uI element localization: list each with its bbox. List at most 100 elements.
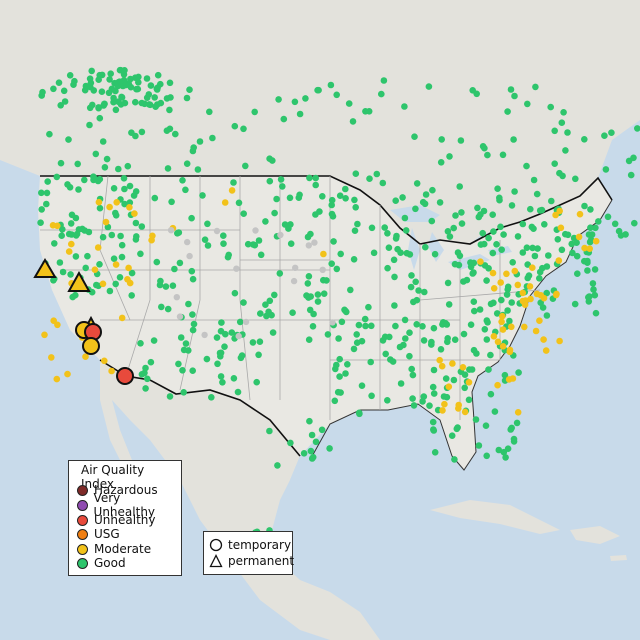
good-monitor-dot[interactable]	[180, 346, 188, 354]
good-monitor-dot[interactable]	[409, 371, 417, 379]
good-monitor-dot[interactable]	[209, 134, 216, 142]
good-monitor-dot[interactable]	[137, 250, 144, 258]
good-monitor-dot[interactable]	[328, 201, 336, 209]
good-monitor-dot[interactable]	[448, 432, 456, 440]
good-monitor-dot[interactable]	[622, 231, 629, 238]
good-monitor-dot[interactable]	[352, 204, 360, 211]
good-monitor-dot[interactable]	[487, 351, 494, 359]
good-monitor-dot[interactable]	[504, 445, 512, 453]
good-monitor-dot[interactable]	[68, 211, 76, 219]
good-monitor-dot[interactable]	[218, 319, 225, 326]
moderate-monitor-dot[interactable]	[228, 187, 236, 194]
good-monitor-dot[interactable]	[421, 288, 428, 296]
good-monitor-dot[interactable]	[92, 175, 99, 183]
good-monitor-dot[interactable]	[88, 288, 96, 296]
good-monitor-dot[interactable]	[342, 195, 349, 202]
good-monitor-dot[interactable]	[127, 75, 134, 83]
good-monitor-dot[interactable]	[38, 206, 45, 213]
no-data-monitor-dot[interactable]	[252, 227, 259, 234]
good-monitor-dot[interactable]	[237, 354, 245, 362]
good-monitor-dot[interactable]	[194, 166, 202, 173]
good-monitor-dot[interactable]	[183, 94, 191, 102]
good-monitor-dot[interactable]	[558, 246, 566, 254]
good-monitor-dot[interactable]	[314, 291, 322, 298]
good-monitor-dot[interactable]	[57, 102, 64, 109]
good-monitor-dot[interactable]	[74, 160, 81, 168]
good-monitor-dot[interactable]	[121, 200, 128, 208]
good-monitor-dot[interactable]	[440, 393, 448, 400]
good-monitor-dot[interactable]	[506, 317, 513, 325]
moderate-monitor-dot[interactable]	[527, 295, 534, 303]
good-monitor-dot[interactable]	[99, 138, 107, 145]
moderate-monitor-dot[interactable]	[449, 360, 456, 367]
good-monitor-dot[interactable]	[143, 94, 151, 101]
good-monitor-dot[interactable]	[84, 252, 91, 260]
good-monitor-dot[interactable]	[38, 92, 45, 99]
good-monitor-dot[interactable]	[166, 393, 174, 400]
good-monitor-dot[interactable]	[519, 249, 527, 256]
good-monitor-dot[interactable]	[182, 186, 189, 194]
good-monitor-dot[interactable]	[634, 125, 640, 132]
good-monitor-dot[interactable]	[306, 174, 313, 182]
good-monitor-dot[interactable]	[356, 410, 363, 418]
good-monitor-dot[interactable]	[477, 211, 484, 218]
good-monitor-dot[interactable]	[157, 80, 164, 88]
good-monitor-dot[interactable]	[189, 326, 197, 334]
good-monitor-dot[interactable]	[333, 265, 341, 273]
good-monitor-dot[interactable]	[548, 197, 555, 205]
good-monitor-dot[interactable]	[587, 236, 595, 244]
good-monitor-dot[interactable]	[338, 318, 346, 326]
good-monitor-dot[interactable]	[524, 100, 531, 108]
good-monitor-dot[interactable]	[312, 438, 320, 446]
good-monitor-dot[interactable]	[470, 259, 478, 267]
good-monitor-dot[interactable]	[271, 291, 278, 299]
good-monitor-dot[interactable]	[324, 331, 332, 338]
good-monitor-dot[interactable]	[536, 275, 543, 282]
moderate-monitor-dot[interactable]	[499, 326, 507, 333]
good-monitor-dot[interactable]	[460, 330, 468, 338]
good-monitor-dot[interactable]	[328, 260, 336, 268]
good-monitor-dot[interactable]	[527, 205, 534, 213]
good-monitor-dot[interactable]	[98, 88, 106, 95]
moderate-monitor-dot[interactable]	[509, 375, 517, 382]
moderate-monitor-dot[interactable]	[526, 283, 534, 290]
good-monitor-dot[interactable]	[442, 375, 450, 382]
good-monitor-dot[interactable]	[362, 108, 369, 115]
good-monitor-dot[interactable]	[407, 283, 415, 291]
good-monitor-dot[interactable]	[368, 224, 376, 232]
good-monitor-dot[interactable]	[344, 361, 351, 368]
moderate-monitor-dot[interactable]	[125, 264, 132, 272]
good-monitor-dot[interactable]	[493, 241, 500, 248]
good-monitor-dot[interactable]	[158, 303, 165, 311]
good-monitor-dot[interactable]	[65, 136, 72, 143]
good-monitor-dot[interactable]	[476, 306, 484, 313]
good-monitor-dot[interactable]	[151, 94, 158, 101]
good-monitor-dot[interactable]	[483, 452, 491, 460]
good-monitor-dot[interactable]	[504, 283, 512, 291]
moderate-monitor-dot[interactable]	[494, 338, 502, 346]
good-monitor-dot[interactable]	[185, 300, 192, 308]
good-monitor-dot[interactable]	[327, 81, 335, 89]
good-monitor-dot[interactable]	[536, 207, 544, 214]
moderate-monitor-dot[interactable]	[514, 281, 522, 289]
good-monitor-dot[interactable]	[128, 129, 135, 136]
good-monitor-dot[interactable]	[601, 132, 608, 139]
good-monitor-dot[interactable]	[562, 147, 569, 154]
good-monitor-dot[interactable]	[358, 337, 366, 345]
good-monitor-dot[interactable]	[631, 219, 638, 227]
good-monitor-dot[interactable]	[389, 358, 397, 365]
good-monitor-dot[interactable]	[456, 183, 464, 190]
good-monitor-dot[interactable]	[456, 252, 464, 260]
good-monitor-dot[interactable]	[279, 183, 286, 190]
good-monitor-dot[interactable]	[392, 322, 399, 330]
good-monitor-dot[interactable]	[51, 240, 58, 247]
good-monitor-dot[interactable]	[175, 360, 182, 368]
good-monitor-dot[interactable]	[547, 103, 554, 111]
good-monitor-dot[interactable]	[164, 305, 172, 313]
good-monitor-dot[interactable]	[391, 302, 398, 309]
good-monitor-dot[interactable]	[362, 322, 369, 330]
good-monitor-dot[interactable]	[190, 320, 198, 328]
good-monitor-dot[interactable]	[422, 243, 429, 251]
good-monitor-dot[interactable]	[230, 375, 238, 382]
moderate-monitor-dot[interactable]	[490, 333, 498, 340]
